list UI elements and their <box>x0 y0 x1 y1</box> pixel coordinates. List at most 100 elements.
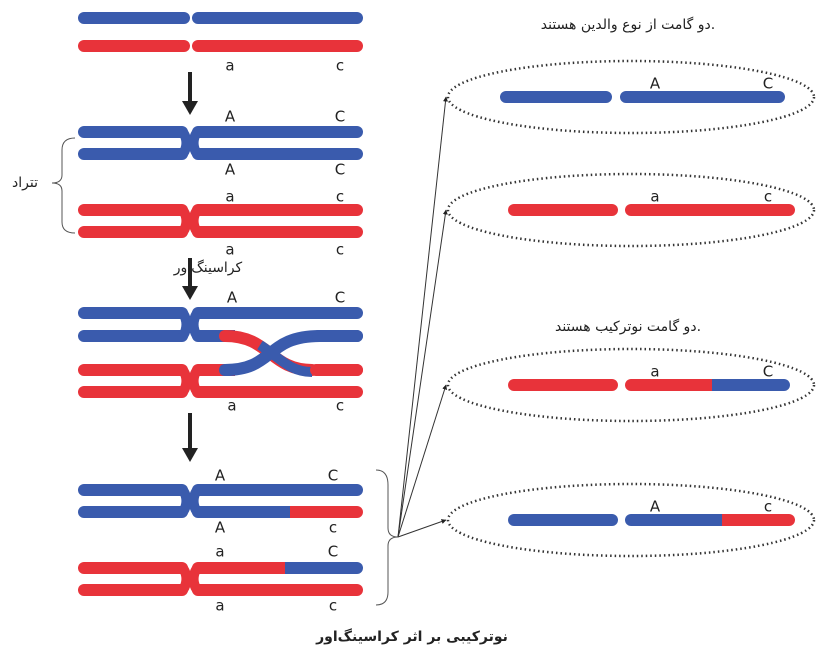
gene-label: c <box>336 397 344 415</box>
gene-label: A <box>225 108 236 126</box>
chromatid <box>78 562 188 574</box>
chromatid <box>500 91 612 103</box>
chromatid <box>508 514 618 526</box>
arrow-head <box>182 286 198 300</box>
chromatid <box>192 204 363 216</box>
gene-label: A <box>215 467 226 485</box>
chromatid <box>192 584 363 596</box>
chromatid <box>310 364 363 376</box>
chromatid <box>722 514 728 526</box>
chromatid <box>192 562 295 574</box>
crossing-label: کراسینگ‌اور <box>173 259 243 276</box>
pointer <box>397 96 448 538</box>
gene-label: a <box>225 241 234 259</box>
chromatid <box>192 126 363 138</box>
gene-label: c <box>329 519 337 537</box>
chromatid <box>78 584 188 596</box>
chromatid <box>78 126 188 138</box>
gene-label: C <box>763 75 773 93</box>
gene-label: C <box>328 467 338 485</box>
chromatid <box>290 506 296 518</box>
gamete-ellipse <box>446 172 816 248</box>
gene-label: c <box>336 188 344 206</box>
gene-label: C <box>335 108 345 126</box>
chromatid <box>625 204 795 216</box>
gene-label: C <box>763 363 773 381</box>
chromatid <box>312 330 363 342</box>
centromere <box>178 367 202 395</box>
chromatid <box>192 12 363 24</box>
chromatid <box>192 506 300 518</box>
chromatid <box>78 12 190 24</box>
chromatid <box>78 226 188 238</box>
chromatid <box>722 514 795 526</box>
chromatid <box>78 40 190 52</box>
gene-label: c <box>329 597 337 615</box>
chromatid <box>192 386 363 398</box>
gene-label: a <box>225 57 234 75</box>
centromere <box>178 129 202 157</box>
arrow-head <box>182 101 198 115</box>
gene-label: A <box>650 75 661 93</box>
gene-label: a <box>215 597 224 615</box>
gene-label: A <box>215 519 226 537</box>
gene-label: a <box>215 543 224 561</box>
pointer <box>397 384 448 538</box>
chromatid <box>192 226 363 238</box>
chromatid <box>192 40 363 52</box>
chromatid <box>285 562 363 574</box>
crossover <box>257 340 313 377</box>
gene-label: c <box>764 188 772 206</box>
tetrad-label: تتراد <box>12 175 38 191</box>
gamete-ellipse <box>446 482 816 558</box>
chromatid <box>78 364 188 376</box>
chromatid <box>620 91 785 103</box>
parental-heading: دو گامت از نوع والدین هستند. <box>541 16 716 33</box>
gene-label: C <box>335 289 345 307</box>
chromatid <box>285 562 291 574</box>
gene-label: A <box>650 498 661 516</box>
recombinant-heading: دو گامت نوترکیب هستند. <box>555 318 701 335</box>
gene-label: a <box>650 363 659 381</box>
chromatid <box>192 307 363 319</box>
brace <box>375 469 399 606</box>
centromere <box>178 487 202 515</box>
centromere <box>178 565 202 593</box>
centromere <box>178 207 202 235</box>
chromatid <box>712 379 790 391</box>
chromatid <box>192 484 363 496</box>
centromere <box>178 310 202 339</box>
chromatid <box>78 330 188 342</box>
pointer <box>397 209 448 538</box>
chromatid <box>290 506 363 518</box>
gene-label: a <box>225 188 234 206</box>
gamete-ellipse <box>446 347 816 423</box>
chromatid <box>508 379 618 391</box>
chromatid <box>78 386 188 398</box>
gene-label: C <box>328 543 338 561</box>
chromatid <box>78 204 188 216</box>
gene-label: c <box>336 57 344 75</box>
gene-label: a <box>227 397 236 415</box>
chromatid <box>78 506 188 518</box>
arrow-head <box>182 448 198 462</box>
pointer <box>397 519 447 538</box>
chromatid <box>78 307 188 319</box>
caption: نوترکیبی بر اثر کراسینگ‌اور <box>315 628 508 645</box>
chromatid <box>625 379 720 391</box>
gene-label: C <box>335 161 345 179</box>
gamete-ellipse <box>446 59 816 135</box>
chromatid <box>78 148 188 160</box>
gene-label: c <box>764 498 772 516</box>
chromatid <box>625 514 730 526</box>
gene-label: c <box>336 241 344 259</box>
brace <box>51 137 76 234</box>
chromatid <box>192 148 363 160</box>
chromatid <box>508 204 618 216</box>
chromatid <box>78 484 188 496</box>
gene-label: a <box>650 188 659 206</box>
gene-label: A <box>225 161 236 179</box>
gene-label: A <box>227 289 238 307</box>
chromatid <box>712 379 718 391</box>
